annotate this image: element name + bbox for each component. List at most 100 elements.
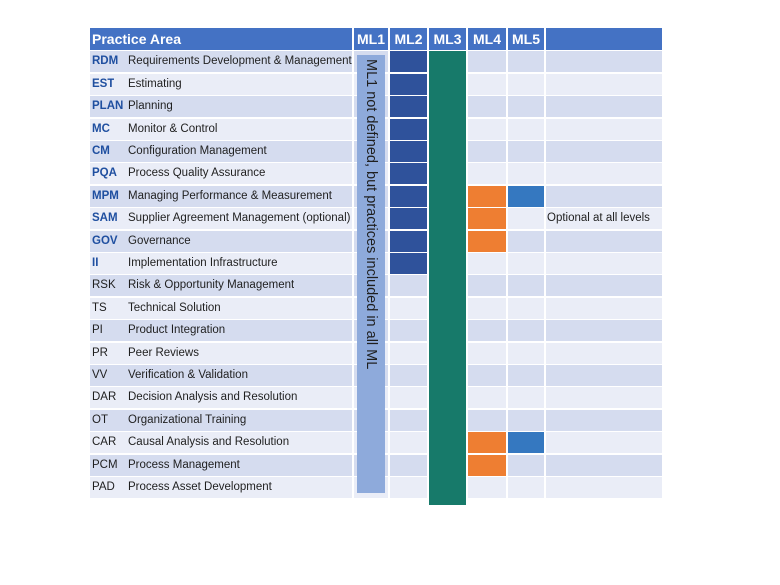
level-cell [390,365,427,386]
practice-name: Risk & Opportunity Management [128,279,295,292]
ml3-fill [429,342,466,365]
practice-abbreviation: CAR [92,436,117,449]
practice-abbreviation: EST [92,77,115,90]
ml3-fill [429,432,466,455]
practice-name: Product Integration [128,324,226,337]
level-cell [390,454,427,476]
table-row [90,387,352,409]
ml3-fill [429,73,466,97]
level-cell [546,208,662,230]
level-cell [468,96,506,118]
ml3-fill [429,163,466,186]
practice-name: Configuration Management [128,145,267,157]
level-cell [546,409,662,431]
level-cell [468,253,506,274]
ml2-fill [390,185,427,207]
table-row [90,409,352,431]
ml2-fill [390,96,427,118]
practice-name: Causal Analysis and Resolution [128,436,290,449]
level-cell [508,454,544,476]
level-cell [468,73,506,95]
ml1-note-band [357,55,385,494]
ml2-fill [390,51,427,73]
ml4-fill [468,432,506,454]
level-cell [546,118,662,140]
practice-abbreviation: PLAN [92,100,124,113]
level-cell [468,477,506,498]
level-cell [546,185,662,207]
level-cell [468,141,506,162]
ml3-fill [429,320,466,343]
level-cell [546,141,662,162]
table-row [90,365,352,386]
level-cell [546,163,662,185]
ml4-fill [468,230,506,252]
ml3-fill [429,141,466,164]
table-row [90,253,352,274]
ml2-fill [390,141,427,162]
ml2-fill [390,163,427,185]
practice-name: Verification & Validation [128,369,248,381]
practice-name: Implementation Infrastructure [128,257,278,269]
level-cell [390,342,427,364]
header-ml5: ML5 [508,28,544,50]
practice-name: Requirements Development & Management [128,55,352,68]
practice-abbreviation: MPM [92,189,119,202]
ml3-fill [429,230,466,253]
level-cell [390,275,427,297]
practice-name: Planning [128,100,173,113]
level-cell [390,477,427,498]
level-cell [546,454,662,476]
ml5-fill [508,185,544,207]
practice-name: Monitor & Control [128,122,218,135]
level-cell [508,320,544,342]
level-cell [508,118,544,140]
table-row [90,73,352,95]
level-cell [546,297,662,319]
level-cell [390,320,427,342]
level-cell [508,141,544,162]
ml3-fill [429,387,466,410]
practice-name: Organizational Training [128,413,247,426]
ml3-fill [429,454,466,477]
practice-abbreviation: TS [92,301,107,314]
level-cell [508,73,544,95]
table-row [90,51,352,73]
table-row [90,454,352,476]
level-cell [508,477,544,498]
level-cell [546,73,662,95]
ml3-fill [429,96,466,119]
level-cell [390,387,427,409]
level-cell [468,342,506,364]
table-row [90,141,352,162]
level-cell [390,432,427,454]
ml4-fill [468,185,506,207]
practice-abbreviation: SAM [92,212,118,225]
level-cell [468,387,506,409]
practice-name: Managing Performance & Measurement [128,189,332,202]
level-cell [508,96,544,118]
header-notes-column [546,28,662,50]
practice-name: Decision Analysis and Resolution [128,391,298,404]
level-cell [546,432,662,454]
ml3-fill [429,118,466,141]
level-cell [546,365,662,386]
practice-abbreviation: PCM [92,458,118,471]
table-row [90,208,352,230]
table-row [90,163,352,185]
level-cell [508,409,544,431]
ml3-fill [429,477,466,500]
table-row [90,118,352,140]
practice-abbreviation: RDM [92,55,119,68]
level-cell [468,320,506,342]
ml3-column-extension [429,497,466,506]
table-row [90,230,352,252]
ml1-note-text: ML1 not defined, but practices included … [363,59,379,370]
practice-abbreviation: OT [92,413,108,426]
ml3-fill [429,208,466,231]
level-cell [546,230,662,252]
header-ml1: ML1 [354,28,388,50]
level-cell [468,365,506,386]
practice-abbreviation: GOV [92,234,118,247]
practice-abbreviation: PR [92,346,108,359]
